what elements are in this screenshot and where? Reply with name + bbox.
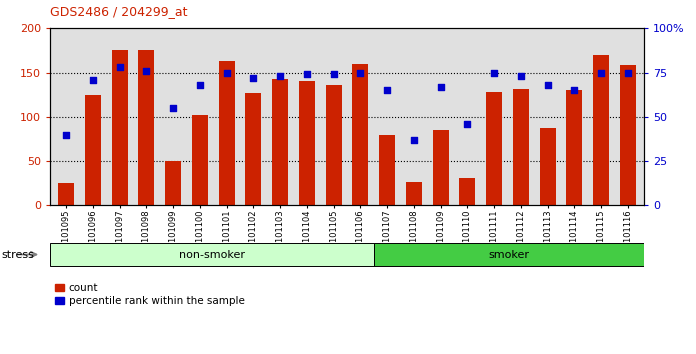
Point	[168, 105, 179, 111]
Bar	[192, 115, 208, 205]
Bar	[567, 90, 583, 205]
Point	[141, 68, 152, 74]
Point	[435, 84, 446, 90]
Point	[542, 82, 553, 88]
Point	[409, 137, 420, 143]
Bar	[299, 81, 315, 205]
Bar	[272, 79, 288, 205]
Point	[622, 70, 633, 75]
Bar	[486, 92, 502, 205]
Bar	[219, 61, 235, 205]
Text: GDS2486 / 204299_at: GDS2486 / 204299_at	[50, 5, 188, 18]
Bar	[58, 183, 74, 205]
Bar	[459, 178, 475, 205]
Bar	[593, 55, 609, 205]
Point	[381, 87, 393, 93]
Point	[569, 87, 580, 93]
Point	[274, 73, 285, 79]
Bar	[379, 135, 395, 205]
Point	[596, 70, 607, 75]
Text: stress: stress	[1, 250, 34, 259]
FancyBboxPatch shape	[50, 243, 374, 266]
Bar	[165, 161, 181, 205]
Point	[87, 77, 98, 82]
Text: smoker: smoker	[489, 250, 529, 259]
Point	[221, 70, 232, 75]
Point	[461, 121, 473, 127]
Point	[328, 72, 339, 77]
Bar	[85, 95, 101, 205]
Text: non-smoker: non-smoker	[179, 250, 245, 259]
Bar	[111, 50, 127, 205]
Point	[489, 70, 500, 75]
Bar	[432, 130, 449, 205]
Point	[194, 82, 205, 88]
Bar	[352, 64, 368, 205]
Bar	[139, 51, 155, 205]
Bar	[513, 89, 529, 205]
Bar	[619, 65, 635, 205]
FancyBboxPatch shape	[374, 243, 644, 266]
Point	[515, 73, 526, 79]
Bar	[406, 182, 422, 205]
Legend: count, percentile rank within the sample: count, percentile rank within the sample	[55, 283, 245, 306]
Bar	[539, 129, 555, 205]
Bar	[326, 85, 342, 205]
Point	[114, 64, 125, 70]
Point	[248, 75, 259, 81]
Point	[301, 72, 313, 77]
Bar	[245, 93, 262, 205]
Point	[61, 132, 72, 137]
Point	[355, 70, 366, 75]
